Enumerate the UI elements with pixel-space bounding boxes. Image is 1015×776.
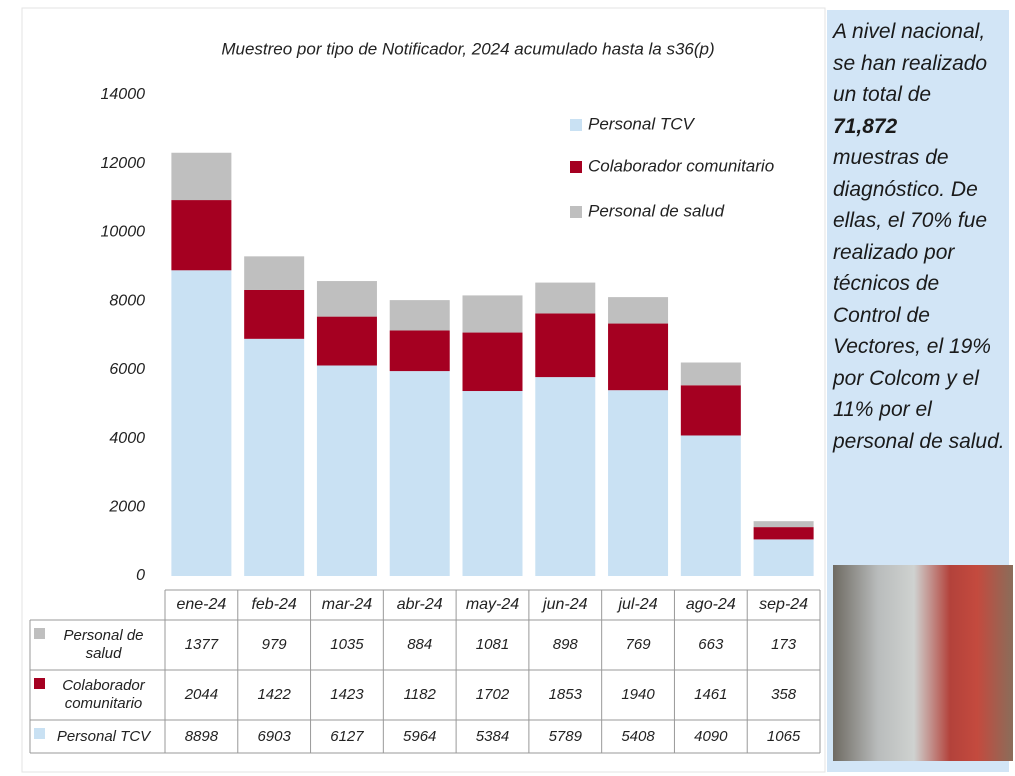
- table-value: 769: [625, 636, 651, 653]
- legend-swatch: [570, 119, 582, 131]
- y-tick-label: 10000: [101, 224, 146, 241]
- bar-segment: [608, 297, 669, 324]
- table-value: 1035: [330, 636, 364, 653]
- row-label: Colaborador comunitario: [62, 677, 145, 712]
- legend-swatch: [570, 161, 582, 173]
- x-tick-label: abr-24: [396, 596, 443, 613]
- table-value: 173: [771, 636, 797, 653]
- table-swatch: [34, 628, 45, 639]
- side-rest: muestras de diagnóstico. De ellas, el 70…: [833, 146, 1005, 453]
- table-value: 1461: [694, 686, 728, 703]
- side-intro: A nivel nacional, se han realizado un to…: [833, 20, 988, 106]
- table-value: 1065: [766, 727, 801, 745]
- bar-segment: [244, 289, 305, 339]
- legend-label: Personal de salud: [588, 201, 725, 220]
- legend-label: Colaborador comunitario: [588, 156, 774, 175]
- table-value: 1423: [330, 686, 364, 703]
- bar-segment: [753, 527, 814, 540]
- bar-segment: [608, 390, 669, 576]
- y-tick-label: 12000: [101, 155, 146, 172]
- table-value: 5789: [548, 727, 582, 745]
- x-tick-label: ago-24: [685, 596, 736, 613]
- y-tick-label: 0: [136, 567, 145, 584]
- table-value: 663: [698, 636, 724, 653]
- bar-segment: [680, 362, 741, 386]
- x-tick-label: sep-24: [759, 596, 809, 613]
- bar-segment: [462, 295, 523, 333]
- table-value: 1377: [184, 636, 219, 653]
- y-tick-label: 4000: [109, 430, 145, 447]
- table-value: 6127: [330, 727, 364, 745]
- x-tick-label: jul-24: [618, 596, 658, 613]
- bar-segment: [316, 316, 377, 366]
- bar-segment: [680, 435, 741, 576]
- bar-segment: [389, 330, 450, 372]
- bar-segment: [389, 371, 450, 576]
- y-tick-label: 6000: [109, 361, 145, 378]
- chart-title: Muestreo por tipo de Notificador, 2024 a…: [221, 39, 714, 58]
- table-value: 1081: [475, 636, 510, 653]
- bar-segment: [244, 338, 305, 576]
- legend-label: Personal TCV: [588, 114, 695, 133]
- table-value: 979: [261, 636, 287, 653]
- bar-segment: [753, 521, 814, 528]
- bar-segment: [535, 282, 596, 314]
- side-total: 71,872: [833, 114, 898, 138]
- table-value: 1422: [257, 686, 291, 703]
- x-tick-label: mar-24: [321, 596, 373, 613]
- legend-swatch: [570, 206, 582, 218]
- y-tick-label: 14000: [101, 86, 146, 103]
- x-tick-label: feb-24: [251, 596, 297, 613]
- table-swatch: [34, 678, 45, 689]
- table-value: 8898: [184, 727, 219, 745]
- bar-segment: [462, 332, 523, 392]
- table-value: 358: [771, 686, 797, 703]
- table-value: 2044: [184, 686, 219, 703]
- table-value: 6903: [257, 727, 291, 745]
- table-value: 884: [407, 636, 433, 653]
- chart-frame: [21, 7, 826, 773]
- bar-segment: [171, 270, 232, 576]
- bar-segment: [316, 281, 377, 317]
- bar-segment: [535, 313, 596, 378]
- table-value: 5964: [403, 727, 437, 745]
- bar-segment: [462, 391, 523, 576]
- bar-segment: [608, 323, 669, 391]
- x-tick-label: jun-24: [543, 596, 588, 613]
- photo: [833, 565, 1013, 761]
- bar-segment: [171, 152, 232, 201]
- table-value: 1182: [403, 686, 436, 703]
- bar-segment: [316, 365, 377, 576]
- bar-segment: [535, 377, 596, 576]
- table-value: 5384: [475, 727, 510, 745]
- bar-segment: [389, 300, 450, 331]
- table-value: 1853: [548, 686, 582, 703]
- table-value: 1702: [475, 686, 510, 703]
- x-tick-label: ene-24: [176, 596, 227, 613]
- table-swatch: [34, 728, 45, 739]
- y-tick-label: 8000: [109, 292, 145, 309]
- bar-segment: [244, 256, 305, 290]
- bar-segment: [753, 539, 814, 576]
- row-label: Personal de salud: [63, 627, 144, 662]
- x-tick-label: may-24: [465, 596, 520, 613]
- table-value: 5408: [621, 727, 655, 745]
- row-label: Personal TCV: [56, 727, 151, 745]
- table-value: 898: [552, 636, 578, 653]
- table-value: 4090: [694, 727, 728, 745]
- bar-segment: [171, 200, 232, 271]
- bar-segment: [680, 385, 741, 436]
- y-tick-label: 2000: [108, 499, 145, 516]
- table-value: 1940: [621, 686, 655, 703]
